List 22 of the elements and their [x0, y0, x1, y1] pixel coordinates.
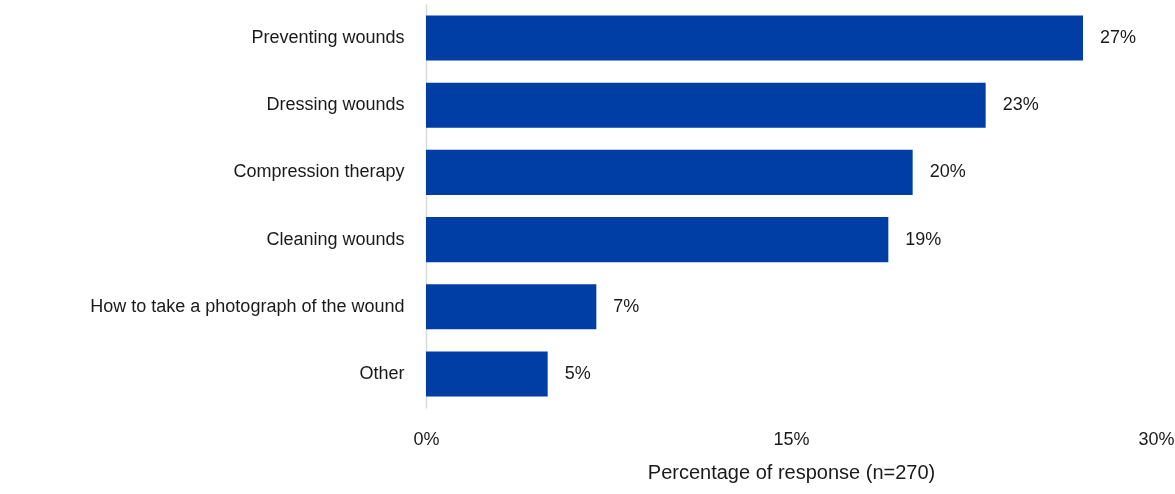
bar	[426, 82, 986, 128]
bar	[426, 351, 548, 397]
data-label: 7%	[613, 295, 640, 316]
x-tick-label: 30%	[1138, 428, 1175, 449]
data-label: 5%	[564, 363, 591, 384]
bar	[426, 217, 889, 263]
y-tick-label: Preventing wounds	[251, 26, 405, 47]
y-tick-label: Compression therapy	[233, 161, 405, 182]
y-tick-label: How to take a photograph of the wound	[90, 295, 405, 316]
bar	[426, 15, 1083, 61]
data-label: 19%	[905, 228, 942, 249]
y-tick-label: Dressing wounds	[266, 94, 405, 115]
bar	[426, 284, 597, 330]
x-tick-label: 15%	[773, 428, 810, 449]
bar	[426, 149, 913, 195]
y-tick-label: Other	[359, 363, 405, 384]
x-tick-label: 0%	[413, 428, 440, 449]
x-axis-title: Percentage of response (n=270)	[647, 460, 936, 483]
data-label: 20%	[929, 161, 966, 182]
data-label: 27%	[1100, 26, 1137, 47]
data-label: 23%	[1002, 94, 1039, 115]
y-tick-label: Cleaning wounds	[266, 228, 405, 249]
